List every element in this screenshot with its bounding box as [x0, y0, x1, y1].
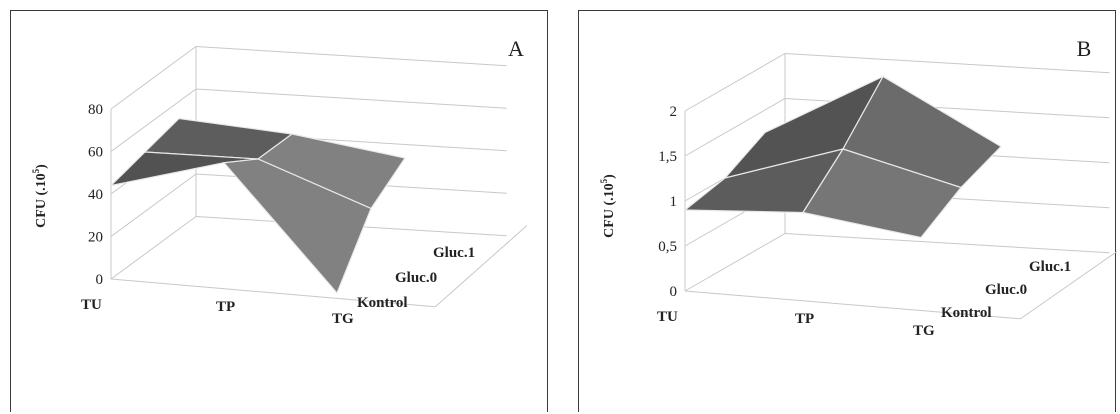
y-tick-label: 0	[670, 284, 678, 300]
panel-letter: B	[1077, 36, 1092, 61]
floor-edge	[684, 290, 1021, 320]
depth-series-label: Kontrol	[357, 295, 408, 311]
depth-series-label: Gluc.0	[985, 282, 1027, 298]
y-tick-label: 0	[96, 272, 104, 288]
y-tick-label: 1,5	[658, 149, 677, 165]
depth-series-label: Gluc.1	[1029, 259, 1071, 275]
y-tick-label: 0,5	[658, 239, 677, 255]
y-axis-title: CFU (.105)	[31, 164, 49, 228]
y-tick-label: 20	[88, 230, 103, 246]
y-tick-label: 40	[88, 187, 103, 203]
x-category-label: TG	[913, 323, 935, 339]
x-category-label: TG	[332, 311, 354, 327]
x-category-label: TP	[795, 311, 814, 327]
floor-edge	[110, 278, 436, 308]
floor-edge	[1020, 250, 1117, 320]
y-tick-label: 60	[88, 145, 103, 161]
chart-panel-a: 0 20 40 60 80 TU TP TG Kontrol Gluc.0 Gluc.1 CFU (.…	[10, 10, 548, 412]
y-tick-label: 1	[670, 194, 678, 210]
x-category-label: TU	[657, 309, 678, 325]
depth-series-label: Kontrol	[941, 305, 992, 321]
x-category-label: TU	[81, 297, 102, 313]
y-axis-title: CFU (.105)	[599, 174, 617, 238]
surface-face	[222, 158, 372, 295]
chart-panel-b: 0 0,5 1 1,5 2 TU TP TG Kontrol Gluc.0 Gluc.1 CFU (.…	[578, 10, 1117, 412]
floor-edge	[434, 225, 528, 308]
depth-series-label: Gluc.0	[395, 270, 437, 286]
depth-series-label: Gluc.1	[433, 245, 475, 261]
x-category-label: TP	[216, 299, 235, 315]
y-tick-label: 2	[670, 104, 678, 120]
surface-face	[802, 148, 963, 239]
gridline	[110, 45, 507, 110]
y-tick-label: 80	[88, 102, 103, 118]
panel-letter: A	[508, 36, 524, 61]
